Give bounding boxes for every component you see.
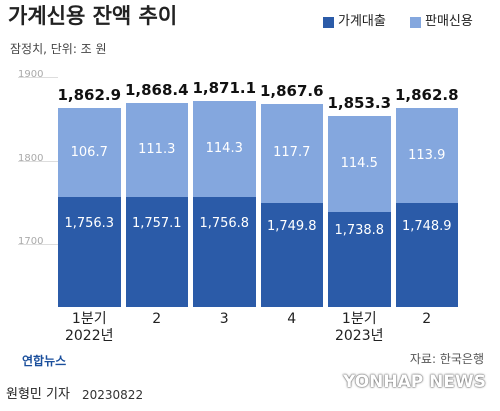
legend-label: 가계대출 (338, 14, 386, 29)
y-tick-label: 1700 (18, 236, 44, 248)
total-label: 1,871.1 (192, 79, 257, 98)
total-label: 1,868.4 (124, 81, 189, 100)
value-label: 1,756.8 (199, 215, 250, 231)
total-label: 1,862.8 (394, 86, 459, 105)
bar-segment (328, 211, 391, 307)
grid-line (18, 160, 58, 162)
legend-label: 판매신용 (425, 14, 473, 29)
chart-title: 가계신용 잔액 추이 (8, 4, 178, 28)
bar-segment (193, 101, 256, 197)
byline: 원형민 기자 (6, 387, 70, 402)
x-tick-label: 1분기 2023년 (334, 311, 384, 344)
value-label: 1,757.1 (131, 215, 182, 231)
bar-segment (395, 203, 458, 307)
bar-segment (193, 196, 256, 307)
bar-segment (260, 104, 323, 203)
total-label: 1,862.9 (57, 86, 122, 105)
x-tick-label: 3 (219, 311, 229, 327)
x-tick-label: 4 (287, 311, 297, 327)
bar-segment (395, 108, 458, 204)
subtitle: 잠정치, 단위: 조 원 (10, 42, 107, 56)
value-label: 117.7 (273, 145, 311, 161)
legend-swatch (410, 17, 421, 28)
value-label: 1,749.8 (266, 218, 317, 234)
grid-line (18, 244, 58, 246)
value-label: 114.5 (340, 155, 378, 171)
grid-line (18, 77, 58, 78)
value-label: 113.9 (408, 147, 446, 163)
x-tick-label: 2 (152, 311, 162, 327)
value-label: 1,748.9 (401, 219, 452, 235)
x-tick-label: 2 (422, 311, 432, 327)
y-tick-label: 1900 (18, 69, 44, 80)
y-tick-label: 1800 (18, 152, 44, 164)
value-label: 111.3 (138, 141, 176, 157)
watermark: YONHAP NEWS (343, 372, 486, 392)
bar-segment (58, 107, 121, 198)
legend-swatch (323, 17, 334, 28)
source: 자료: 한국은행 (409, 352, 484, 366)
bar-segment (328, 116, 391, 212)
value-label: 114.3 (205, 140, 243, 156)
value-label: 1,738.8 (334, 223, 385, 239)
value-label: 1,756.3 (64, 216, 115, 232)
date: 20230822 (82, 388, 144, 402)
logo: 연합뉴스 (22, 354, 67, 368)
bar-segment (260, 202, 323, 307)
bar-segment (58, 197, 121, 307)
value-label: 106.7 (70, 144, 108, 160)
bar-segment (125, 103, 188, 197)
x-tick-label: 1분기 2022년 (64, 311, 114, 344)
total-label: 1,853.3 (327, 94, 392, 113)
bar-segment (125, 196, 188, 307)
total-label: 1,867.6 (259, 82, 324, 101)
